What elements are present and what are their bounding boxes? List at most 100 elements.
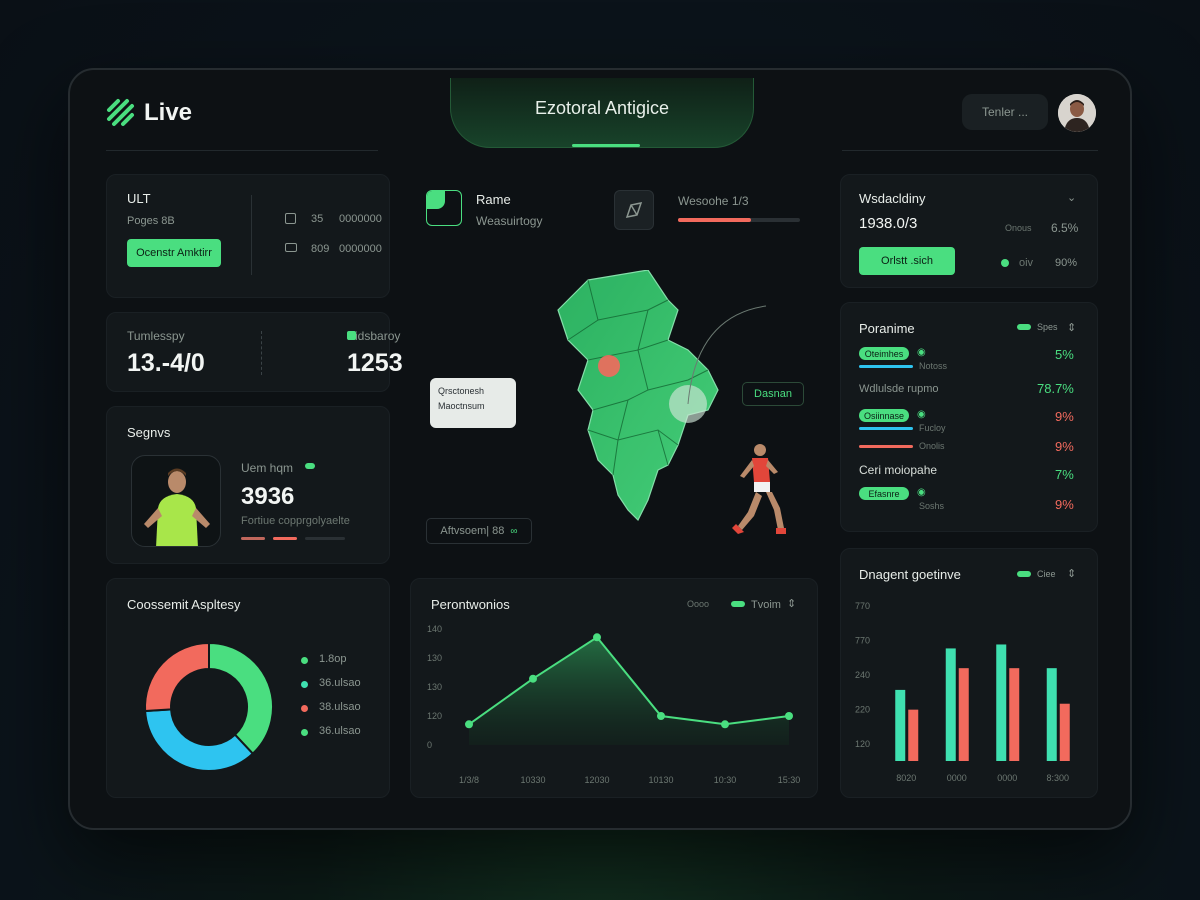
poranime-row-caption: Onolis xyxy=(919,441,945,451)
rame-label: Rame xyxy=(476,192,511,207)
donut-segment[interactable] xyxy=(208,641,274,756)
poranime-row-value: 5% xyxy=(1055,347,1074,362)
poranime-row-caption: Notoss xyxy=(919,361,948,371)
x-tick-label: 10130 xyxy=(648,775,673,785)
rame-icon[interactable] xyxy=(426,190,462,226)
poranime-row-pill[interactable]: Efasnre xyxy=(859,487,909,500)
region-map[interactable] xyxy=(518,270,758,530)
poranime-row-value: 9% xyxy=(1055,439,1074,454)
header-divider-left xyxy=(106,150,378,151)
bar[interactable] xyxy=(996,644,1007,761)
summary-action-button[interactable]: Ocenstr Amktirr xyxy=(127,239,221,267)
wsd-title: Wsdacldiny xyxy=(859,191,926,206)
poranime-card: Poranime Spes ⇕ Oteimhes ◉ 5% Notoss Wdl… xyxy=(840,302,1098,532)
poranime-row-value: 9% xyxy=(1055,497,1074,512)
rame-sub: Weasuirtogy xyxy=(476,214,543,228)
map-tag-right[interactable]: Dasnan xyxy=(742,382,804,406)
summary-row1-b: 0000000 xyxy=(339,213,382,225)
poranime-row-pill[interactable]: Osiinnase xyxy=(859,409,909,422)
map-tag-bottom[interactable]: Aftvsoem| 88 ∞ xyxy=(426,518,532,544)
data-point[interactable] xyxy=(529,674,537,683)
bar-chart-expand-icon[interactable]: ⇕ xyxy=(1067,568,1077,580)
y-tick-label: 770 xyxy=(855,636,870,646)
poranime-row-icon: ◉ xyxy=(917,409,926,420)
data-point[interactable] xyxy=(593,633,601,642)
tool-icon[interactable] xyxy=(614,190,654,230)
pen-icon xyxy=(625,202,643,218)
poranime-row-bar xyxy=(859,365,913,368)
title-tab[interactable]: Ezotoral Antigice xyxy=(450,78,754,148)
map-tooltip-line2: Maoctnsum xyxy=(438,401,485,411)
wsd-extra-value: 90% xyxy=(1055,257,1078,269)
y-tick-label: 220 xyxy=(855,705,870,715)
poranime-row-icon: ◉ xyxy=(917,487,926,498)
user-menu-button[interactable]: Tenler ... xyxy=(962,94,1048,130)
player-stat-bar-3 xyxy=(305,537,345,540)
wsd-card: Wsdacldiny ⌄ 1938.0/3 Onous 6.5% Orlstt … xyxy=(840,174,1098,288)
y-tick-label: 770 xyxy=(855,601,870,611)
edit-icon[interactable] xyxy=(285,213,296,224)
area-series-line xyxy=(468,635,790,726)
poranime-row-label: Ceri moiopahe xyxy=(859,463,938,477)
map-panel: Rame Weasuirtogy Wesoohe 1/3 xyxy=(410,174,818,554)
performance-title: Perontwonios xyxy=(431,597,510,612)
dashboard-window: Live Ezotoral Antigice Tenler ... ULT Po… xyxy=(68,68,1132,830)
expand-icon[interactable]: ⇕ xyxy=(787,598,797,610)
donut-chart[interactable] xyxy=(139,637,279,777)
x-tick-label: 15:30 xyxy=(778,775,801,785)
wsd-button[interactable]: Orlstt .sich xyxy=(859,247,955,275)
legend-dot xyxy=(301,729,308,736)
player-value: 3936 xyxy=(241,483,295,510)
poranime-row-pill[interactable]: Oteimhes xyxy=(859,347,909,360)
bar[interactable] xyxy=(945,648,956,761)
bar[interactable] xyxy=(908,709,919,761)
title-underline xyxy=(572,144,640,147)
bar[interactable] xyxy=(1046,668,1057,761)
bar[interactable] xyxy=(895,689,906,761)
wsd-right-label: Onous xyxy=(1005,223,1032,233)
bar[interactable] xyxy=(1009,668,1020,761)
link-icon: ∞ xyxy=(510,525,518,537)
avatar[interactable] xyxy=(1058,94,1096,132)
poranime-row-bar xyxy=(859,445,913,448)
monitor-icon[interactable] xyxy=(285,243,297,252)
poranime-row-caption: Soshs xyxy=(919,501,945,511)
legend-dot xyxy=(301,657,308,664)
page-title: Ezotoral Antigice xyxy=(534,98,670,118)
player-name: Uem hqm xyxy=(241,461,294,475)
donut-segment[interactable] xyxy=(144,708,255,772)
chevron-down-icon[interactable]: ⌄ xyxy=(1067,192,1077,204)
data-point[interactable] xyxy=(657,712,665,720)
donut-segment[interactable] xyxy=(144,641,210,713)
legend-dot xyxy=(301,681,308,688)
x-tick-label: 8:300 xyxy=(1046,773,1069,783)
progress-fill xyxy=(678,218,752,222)
x-tick-label: 0000 xyxy=(997,773,1017,783)
x-tick-label: 10330 xyxy=(520,775,545,785)
stats-divider xyxy=(261,331,262,375)
summary-subtitle: Poges 8B xyxy=(127,215,175,227)
y-tick-label: 240 xyxy=(855,670,870,680)
performance-chart[interactable]: 140 130 130 120 0 1/3/8 10330 12030 10130 10:30 15… xyxy=(419,623,811,793)
y-tick-label: 120 xyxy=(855,739,870,749)
user-menu-label: Tenler ... xyxy=(981,105,1029,119)
summary-card: ULT Poges 8B Ocenstr Amktirr 35 0000000 … xyxy=(106,174,390,298)
player-status-dot xyxy=(305,463,315,469)
performance-legend-prefix: Oooo xyxy=(687,599,710,609)
donut-card-title: Coossemit Aspltesy xyxy=(127,597,241,612)
x-tick-label: 12030 xyxy=(584,775,609,785)
data-point[interactable] xyxy=(465,720,473,729)
player-photo[interactable] xyxy=(131,455,221,547)
summary-row2-b: 0000000 xyxy=(339,243,382,255)
logo-text: Live xyxy=(144,99,193,126)
data-point[interactable] xyxy=(785,712,793,720)
bar[interactable] xyxy=(1059,703,1070,761)
data-point[interactable] xyxy=(721,720,729,729)
wsd-right-value: 6.5% xyxy=(1051,221,1079,235)
y-tick-label: 140 xyxy=(427,624,442,634)
map-connector-line xyxy=(687,305,767,405)
bar-chart[interactable]: 770 770 240 220 120 8020 0000 0000 8:300 xyxy=(847,595,1093,795)
poranime-expand-icon[interactable]: ⇕ xyxy=(1067,322,1077,334)
bar[interactable] xyxy=(958,668,969,761)
logo[interactable]: Live xyxy=(106,96,216,130)
